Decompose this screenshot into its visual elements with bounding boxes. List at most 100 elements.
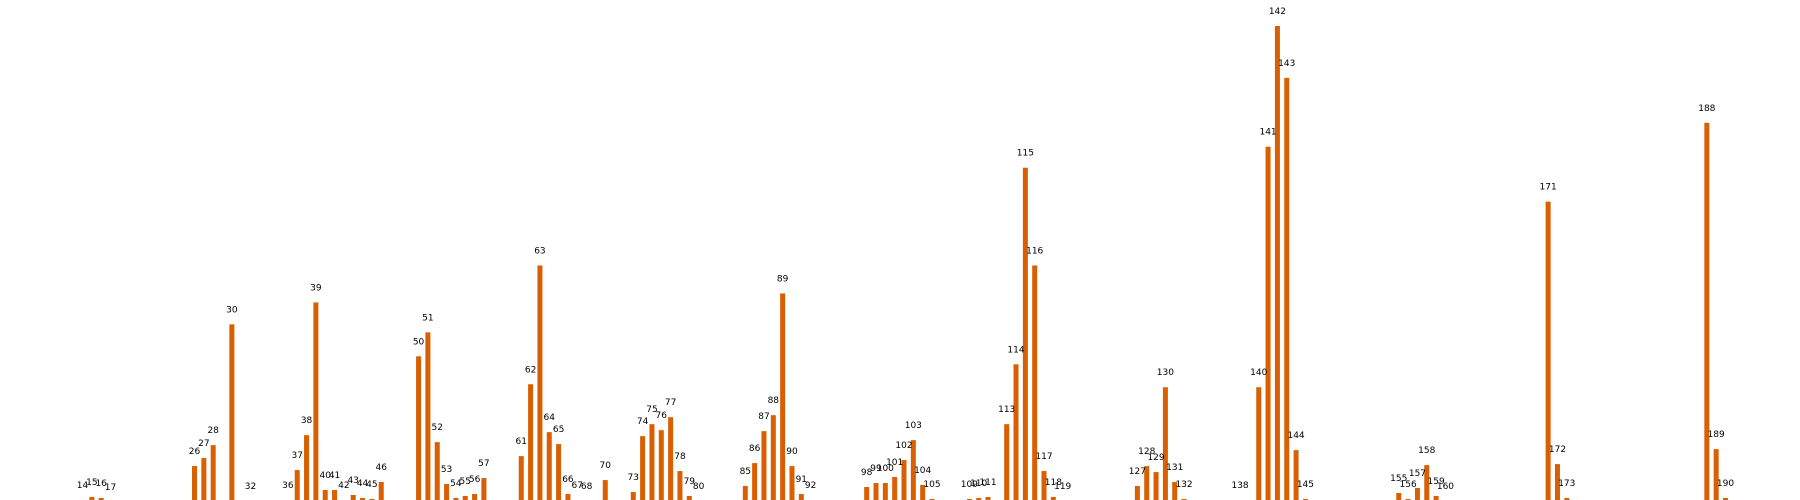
bar-label-79: 79 [684, 477, 696, 487]
bar-label-36: 36 [282, 481, 294, 491]
bar-label-62: 62 [525, 365, 536, 375]
bar-label-75: 75 [646, 405, 657, 415]
bar-190 [1723, 498, 1728, 500]
bar-label-103: 103 [905, 421, 922, 431]
bar-label-143: 143 [1278, 59, 1295, 69]
bar-54 [453, 498, 459, 500]
bar-142 [1274, 25, 1280, 500]
bar-label-158: 158 [1418, 446, 1435, 456]
bar-label-74: 74 [637, 417, 649, 427]
bar-label-40: 40 [319, 471, 331, 481]
bar-label-129: 129 [1147, 453, 1164, 463]
bar-label-86: 86 [749, 444, 761, 454]
bar-118 [1050, 497, 1056, 500]
bar-30 [229, 324, 235, 500]
bar-label-173: 173 [1558, 479, 1575, 489]
bar-label-63: 63 [534, 246, 545, 256]
bar-label-43: 43 [347, 476, 358, 486]
bar-91 [798, 494, 804, 500]
bar-label-56: 56 [469, 475, 481, 485]
bar-43 [350, 495, 356, 500]
bar-62 [528, 384, 534, 500]
bar-129 [1153, 472, 1159, 500]
bar-label-61: 61 [516, 437, 527, 447]
bar-label-67: 67 [572, 481, 583, 491]
bar-label-88: 88 [768, 396, 780, 406]
bar-63 [537, 265, 543, 500]
bar-101 [892, 477, 898, 500]
bar-70 [602, 480, 608, 500]
bar-label-117: 117 [1035, 452, 1052, 462]
bar-100 [882, 483, 888, 500]
bar-label-92: 92 [805, 481, 816, 491]
bar-label-91: 91 [796, 475, 807, 485]
bar-103 [910, 440, 916, 500]
bar-141 [1265, 146, 1271, 500]
bar-53 [444, 484, 450, 500]
bar-label-132: 132 [1175, 480, 1192, 490]
bar-label-52: 52 [432, 423, 443, 433]
bar-79 [686, 496, 692, 500]
bar-label-65: 65 [553, 425, 564, 435]
bar-label-44: 44 [357, 479, 369, 489]
bar-label-27: 27 [198, 439, 209, 449]
bar-104 [920, 485, 926, 500]
bar-label-42: 42 [338, 481, 349, 491]
bar-131 [1172, 482, 1178, 500]
bar-label-30: 30 [226, 305, 238, 315]
bar-39 [313, 302, 319, 500]
bar-label-73: 73 [628, 473, 639, 483]
bar-label-159: 159 [1428, 477, 1445, 487]
bar-65 [556, 444, 562, 500]
bar-label-38: 38 [301, 416, 313, 426]
bar-label-109: 109 [961, 480, 978, 490]
bars-layer [89, 25, 1728, 500]
bar-115 [1022, 167, 1028, 500]
bar-46 [378, 482, 384, 500]
bar-64 [546, 432, 552, 500]
bar-87 [761, 431, 767, 500]
bar-label-140: 140 [1250, 368, 1267, 378]
bar-label-114: 114 [1007, 345, 1024, 355]
bar-28 [210, 445, 216, 500]
bar-label-89: 89 [777, 274, 789, 284]
bar-38 [304, 435, 310, 500]
bar-label-172: 172 [1549, 445, 1566, 455]
bar-128 [1144, 466, 1150, 500]
bar-61 [518, 456, 524, 500]
bar-label-188: 188 [1698, 104, 1715, 114]
bar-110 [976, 498, 982, 500]
bar-44 [360, 498, 366, 500]
bar-label-110: 110 [970, 479, 987, 489]
bar-label-189: 189 [1708, 430, 1725, 440]
bar-27 [201, 458, 207, 500]
bar-label-17: 17 [105, 483, 116, 493]
bar-117 [1041, 471, 1047, 500]
bar-label-66: 66 [562, 475, 574, 485]
bar-label-70: 70 [600, 461, 612, 471]
bar-label-55: 55 [460, 477, 471, 487]
bar-50 [416, 356, 422, 500]
bar-label-16: 16 [95, 479, 107, 489]
bar-40 [322, 490, 328, 500]
bar-189 [1713, 449, 1719, 500]
bar-171 [1545, 201, 1551, 500]
bar-label-119: 119 [1054, 482, 1071, 492]
bar-158 [1424, 465, 1430, 500]
bar-label-87: 87 [758, 412, 769, 422]
bar-label-111: 111 [979, 478, 996, 488]
bar-label-104: 104 [914, 466, 931, 476]
bar-label-85: 85 [740, 467, 751, 477]
bar-label-160: 160 [1437, 482, 1454, 492]
bar-label-41: 41 [329, 471, 340, 481]
bar-113 [1004, 424, 1010, 500]
bar-116 [1032, 265, 1038, 500]
bar-76 [658, 430, 664, 500]
bar-label-128: 128 [1138, 447, 1155, 457]
bar-56 [472, 494, 478, 500]
bar-label-130: 130 [1157, 368, 1174, 378]
bar-188 [1704, 122, 1710, 500]
